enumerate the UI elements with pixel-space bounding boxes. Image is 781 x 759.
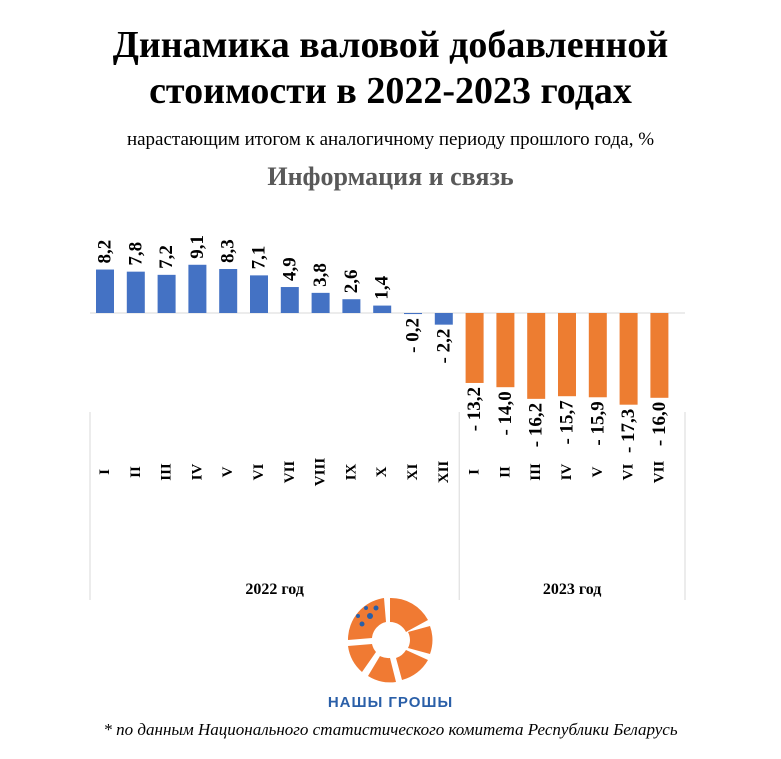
- title-line-2: стоимости в 2022-2023 годах: [149, 70, 632, 112]
- footnote: * по данным Национального статистическог…: [103, 720, 678, 739]
- data-label: 3,8: [310, 263, 331, 287]
- data-label: 2,6: [341, 269, 362, 293]
- data-label: 8,2: [95, 240, 116, 264]
- data-label: - 17,3: [618, 409, 639, 453]
- bar: [250, 275, 268, 313]
- bar: [465, 313, 484, 383]
- bar: [558, 313, 576, 397]
- group-label-2023: 2023 год: [543, 581, 602, 598]
- chart-title: Динамика валовой добавленной стоимости в…: [0, 22, 781, 114]
- category-tick-label: VI: [621, 464, 637, 481]
- category-tick-label: V: [590, 466, 606, 477]
- category-tick-label: III: [159, 463, 175, 481]
- title-line-1: Динамика валовой добавленной: [112, 24, 669, 66]
- nashy-groshy-logo: [347, 597, 433, 683]
- bar: [619, 313, 638, 405]
- data-label: 7,1: [249, 246, 270, 270]
- bar: [496, 313, 515, 388]
- bar: [188, 264, 207, 313]
- category-tick-label: I: [97, 469, 113, 475]
- logo-text: НАШЫ ГРОШЫ: [327, 694, 454, 711]
- data-label: 1,4: [372, 275, 393, 299]
- data-label: 7,2: [156, 245, 177, 269]
- category-tick-label: VI: [251, 464, 267, 481]
- bar: [219, 269, 238, 313]
- category-tick-label: I: [467, 469, 483, 475]
- data-label: - 14,0: [495, 391, 516, 435]
- bar: [650, 313, 669, 398]
- bar: [404, 313, 422, 315]
- data-label: - 15,7: [557, 400, 578, 445]
- category-tick-label: XI: [405, 464, 421, 481]
- category-tick-label: IX: [343, 463, 359, 480]
- bar: [342, 299, 361, 313]
- bar: [311, 292, 330, 313]
- bar: [373, 305, 392, 313]
- category-tick-label: II: [128, 466, 144, 478]
- data-label: - 15,9: [587, 401, 608, 445]
- data-label: 7,8: [125, 242, 146, 266]
- category-tick-label: XII: [436, 461, 452, 484]
- category-tick-label: V: [220, 466, 236, 477]
- data-label: - 2,2: [433, 329, 454, 364]
- bar: [157, 274, 176, 313]
- category-tick-label: VII: [651, 461, 667, 484]
- group-label-2022: 2022 год: [245, 581, 304, 598]
- category-tick-label: III: [528, 463, 544, 481]
- bar: [96, 269, 114, 313]
- chart-subtitle: нарастающим итогом к аналогичному период…: [126, 129, 655, 150]
- data-label: - 16,2: [526, 403, 547, 447]
- category-tick-label: IV: [559, 463, 575, 480]
- bar: [280, 287, 299, 313]
- category-tick-label: X: [374, 466, 390, 477]
- data-label: - 13,2: [464, 387, 485, 431]
- bar: [527, 313, 546, 399]
- category-tick-label: II: [497, 466, 513, 478]
- bar: [588, 313, 607, 398]
- data-label: - 16,0: [649, 402, 670, 446]
- data-label: 4,9: [279, 257, 300, 281]
- data-label: 9,1: [187, 235, 208, 259]
- data-label: 8,3: [218, 239, 239, 263]
- category-tick-label: IV: [189, 463, 205, 480]
- bar: [126, 271, 145, 313]
- category-tick-label: VII: [282, 461, 298, 484]
- bar: [434, 313, 453, 325]
- category-tick-label: VIII: [313, 458, 329, 487]
- chart-category-title: Информация и связь: [267, 162, 514, 191]
- data-label: - 0,2: [403, 318, 424, 353]
